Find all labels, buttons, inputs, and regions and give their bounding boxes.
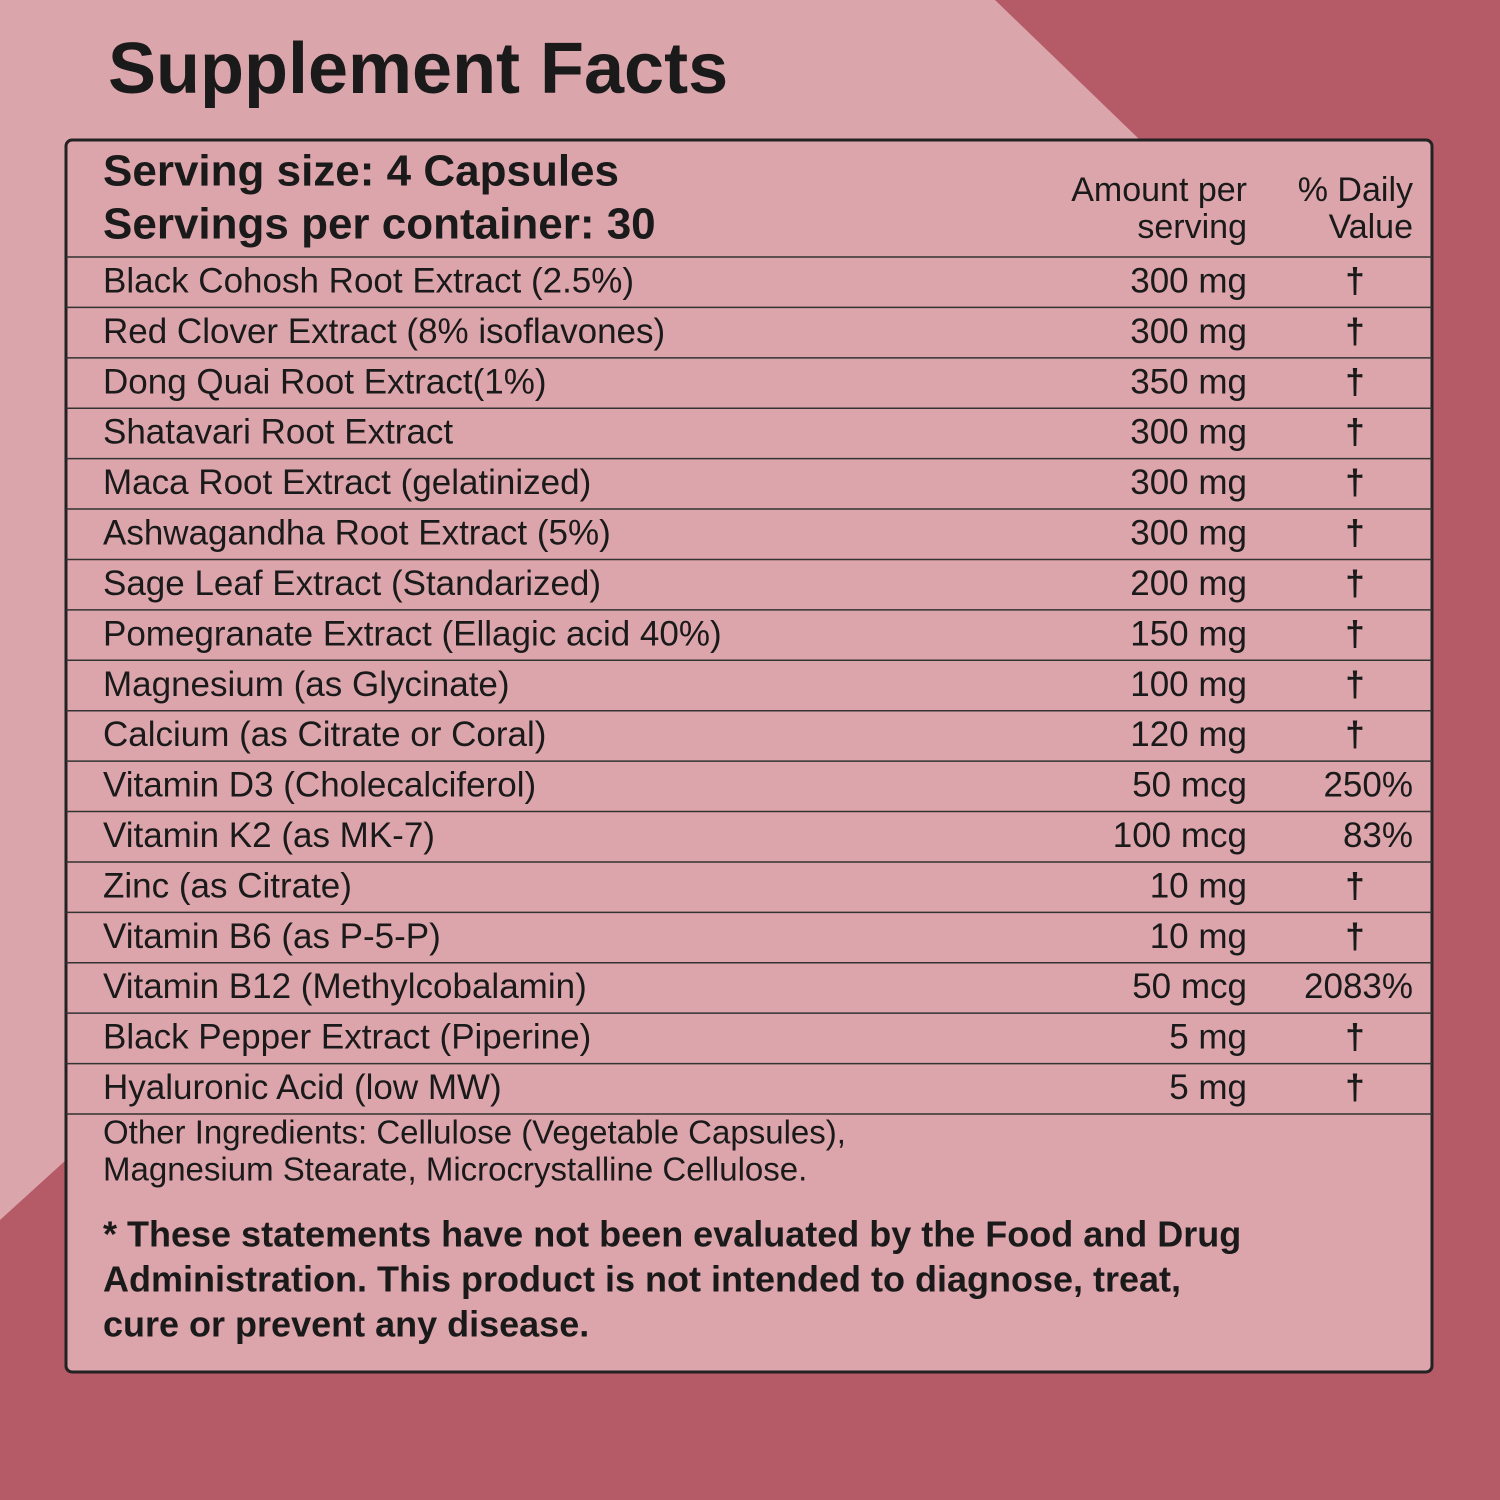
ingredient-name: Dong Quai Root Extract(1%) xyxy=(103,362,547,401)
daily-value: † xyxy=(1345,665,1364,704)
amount: 300 mg xyxy=(1130,261,1247,300)
ingredient-name: Ashwagandha Root Extract (5%) xyxy=(103,514,611,553)
daily-value: † xyxy=(1345,261,1364,300)
amount: 5 mg xyxy=(1169,1018,1247,1057)
ingredient-name: Vitamin B6 (as P-5-P) xyxy=(103,917,441,956)
daily-value: † xyxy=(1345,917,1364,956)
daily-value: † xyxy=(1345,866,1364,905)
daily-value: † xyxy=(1345,463,1364,502)
daily-value: † xyxy=(1345,514,1364,553)
ingredient-name: Sage Leaf Extract (Standarized) xyxy=(103,564,601,603)
daily-value: † xyxy=(1345,413,1364,452)
ingredient-name: Vitamin K2 (as MK-7) xyxy=(103,816,435,855)
daily-value: † xyxy=(1345,564,1364,603)
ingredient-name: Zinc (as Citrate) xyxy=(103,866,352,905)
servings-per-container: Servings per container: 30 xyxy=(103,200,656,249)
daily-value: 83% xyxy=(1343,816,1413,855)
amount: 300 mg xyxy=(1130,463,1247,502)
daily-value: † xyxy=(1345,1018,1364,1057)
amount: 10 mg xyxy=(1150,917,1247,956)
serving-size: Serving size: 4 Capsules xyxy=(103,147,619,196)
ingredient-name: Magnesium (as Glycinate) xyxy=(103,665,510,704)
disclaimer: cure or prevent any disease. xyxy=(103,1304,589,1345)
amount: 300 mg xyxy=(1130,514,1247,553)
ingredient-name: Black Cohosh Root Extract (2.5%) xyxy=(103,261,634,300)
title: Supplement Facts xyxy=(108,29,728,109)
ingredient-name: Calcium (as Citrate or Coral) xyxy=(103,715,546,754)
rows: Black Cohosh Root Extract (2.5%) 300 mg † R… xyxy=(66,261,1432,1115)
amount: 300 mg xyxy=(1130,312,1247,351)
amount-heading: serving xyxy=(1137,208,1247,246)
daily-value: 2083% xyxy=(1304,967,1413,1006)
amount: 120 mg xyxy=(1130,715,1247,754)
amount: 100 mcg xyxy=(1113,816,1247,855)
other-ingredients: Magnesium Stearate, Microcrystalline Cel… xyxy=(103,1151,807,1188)
amount: 50 mcg xyxy=(1132,766,1247,805)
daily-value: † xyxy=(1345,1068,1364,1107)
ingredient-name: Vitamin B12 (Methylcobalamin) xyxy=(103,967,587,1006)
disclaimer: * These statements have not been evaluat… xyxy=(103,1214,1241,1255)
other-ingredients: Other Ingredients: Cellulose (Vegetable … xyxy=(103,1114,846,1151)
amount: 100 mg xyxy=(1130,665,1247,704)
amount: 300 mg xyxy=(1130,413,1247,452)
disclaimer: Administration. This product is not inte… xyxy=(103,1259,1181,1300)
daily-value: 250% xyxy=(1323,766,1413,805)
dv-heading: Value xyxy=(1329,208,1413,246)
dv-heading: % Daily xyxy=(1298,171,1413,209)
ingredient-name: Shatavari Root Extract xyxy=(103,413,453,452)
amount: 10 mg xyxy=(1150,866,1247,905)
ingredient-name: Black Pepper Extract (Piperine) xyxy=(103,1018,591,1057)
daily-value: † xyxy=(1345,614,1364,653)
daily-value: † xyxy=(1345,362,1364,401)
amount: 150 mg xyxy=(1130,614,1247,653)
ingredient-name: Hyaluronic Acid (low MW) xyxy=(103,1068,502,1107)
ingredient-name: Red Clover Extract (8% isoflavones) xyxy=(103,312,665,351)
ingredient-name: Vitamin D3 (Cholecalciferol) xyxy=(103,766,536,805)
amount: 350 mg xyxy=(1130,362,1247,401)
daily-value: † xyxy=(1345,312,1364,351)
amount: 50 mcg xyxy=(1132,967,1247,1006)
ingredient-name: Pomegranate Extract (Ellagic acid 40%) xyxy=(103,614,722,653)
amount: 5 mg xyxy=(1169,1068,1247,1107)
daily-value: † xyxy=(1345,715,1364,754)
amount: 200 mg xyxy=(1130,564,1247,603)
ingredient-name: Maca Root Extract (gelatinized) xyxy=(103,463,591,502)
amount-heading: Amount per xyxy=(1071,171,1247,209)
